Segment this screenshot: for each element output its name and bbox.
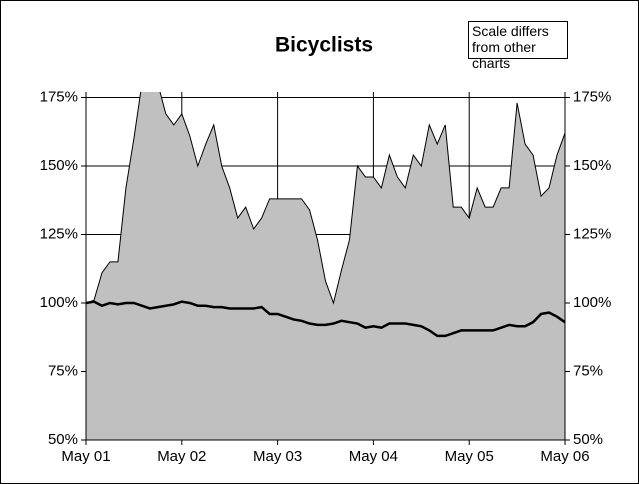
y-tick-label: 175% — [40, 88, 78, 105]
line — [86, 300, 565, 338]
y-tick-label: 150% — [40, 157, 78, 174]
y-tick-label: 100% — [40, 294, 78, 311]
y2-tick-label: 75% — [573, 362, 603, 379]
area-outline — [86, 92, 565, 305]
y2-tick-label: 175% — [573, 88, 611, 105]
x-tick-label: May 04 — [349, 448, 398, 465]
y-tick-label: 50% — [48, 431, 78, 448]
y2-tick-label: 125% — [573, 225, 611, 242]
x-tick-label: May 01 — [61, 448, 110, 465]
x-tick-label: May 06 — [540, 448, 589, 465]
x-tick-label: May 03 — [253, 448, 302, 465]
x-tick-label: May 02 — [157, 448, 206, 465]
y-tick-label: 75% — [48, 362, 78, 379]
y2-tick-label: 150% — [573, 157, 611, 174]
area — [86, 92, 565, 440]
chart-title: Bicyclists — [275, 34, 373, 57]
y2-tick-label: 100% — [573, 294, 611, 311]
x-tick-label: May 05 — [445, 448, 494, 465]
y-tick-label: 125% — [40, 225, 78, 242]
plot — [86, 92, 565, 440]
y2-tick-label: 50% — [573, 431, 603, 448]
annotation: Scale differs from other charts — [468, 21, 568, 71]
